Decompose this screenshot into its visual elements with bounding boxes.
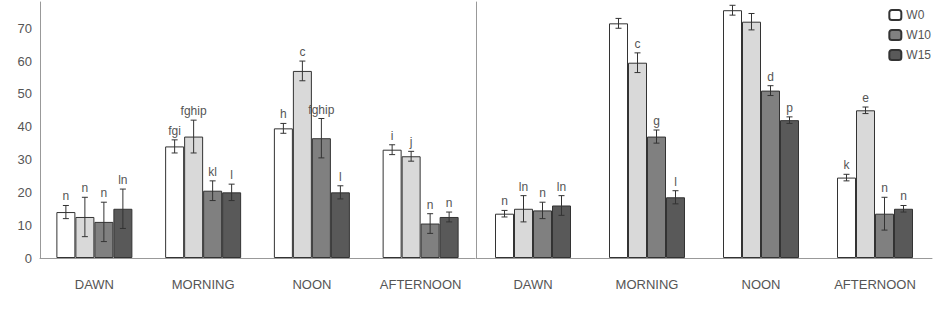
svg-text:l: l (674, 175, 677, 189)
svg-text:n: n (446, 196, 453, 210)
svg-text:c: c (635, 37, 641, 51)
svg-text:fghip: fghip (181, 104, 207, 118)
svg-text:d: d (767, 70, 774, 84)
svg-text:ln: ln (557, 180, 566, 194)
svg-text:n: n (101, 186, 108, 200)
svg-text:n: n (539, 186, 546, 200)
svg-text:n: n (82, 181, 89, 195)
svg-text:n: n (881, 181, 888, 195)
svg-text:20: 20 (18, 185, 32, 200)
svg-text:g: g (653, 114, 660, 128)
svg-text:DAWN: DAWN (75, 277, 114, 292)
svg-text:30: 30 (18, 152, 32, 167)
svg-text:60: 60 (18, 54, 32, 69)
svg-text:i: i (391, 129, 394, 143)
svg-text:fghip: fghip (308, 103, 334, 117)
svg-text:W0: W0 (906, 8, 924, 22)
svg-text:ln: ln (519, 180, 528, 194)
svg-text:n: n (900, 189, 907, 203)
svg-text:70: 70 (18, 21, 32, 36)
svg-text:n: n (63, 189, 70, 203)
svg-text:MORNING: MORNING (616, 277, 679, 292)
svg-text:40: 40 (18, 119, 32, 134)
svg-text:0: 0 (25, 251, 32, 266)
svg-text:W10: W10 (906, 28, 931, 42)
svg-text:MORNING: MORNING (172, 277, 235, 292)
svg-text:l: l (339, 170, 342, 184)
svg-text:fgi: fgi (168, 124, 181, 138)
svg-text:W15: W15 (906, 48, 931, 62)
svg-text:DAWN: DAWN (513, 277, 552, 292)
svg-text:c: c (299, 45, 305, 59)
svg-text:l: l (230, 168, 233, 182)
svg-text:AFTERNOON: AFTERNOON (380, 277, 462, 292)
svg-text:e: e (862, 91, 869, 105)
svg-text:AFTERNOON: AFTERNOON (834, 277, 916, 292)
svg-text:kl: kl (208, 165, 217, 179)
svg-text:NOON: NOON (742, 277, 781, 292)
svg-text:NOON: NOON (292, 277, 331, 292)
svg-text:ln: ln (118, 173, 127, 187)
svg-text:n: n (501, 194, 508, 208)
svg-text:k: k (844, 158, 851, 172)
svg-text:10: 10 (18, 218, 32, 233)
svg-text:50: 50 (18, 86, 32, 101)
svg-text:n: n (427, 198, 434, 212)
svg-text:p: p (786, 101, 793, 115)
svg-text:h: h (280, 107, 287, 121)
svg-text:j: j (409, 135, 413, 149)
